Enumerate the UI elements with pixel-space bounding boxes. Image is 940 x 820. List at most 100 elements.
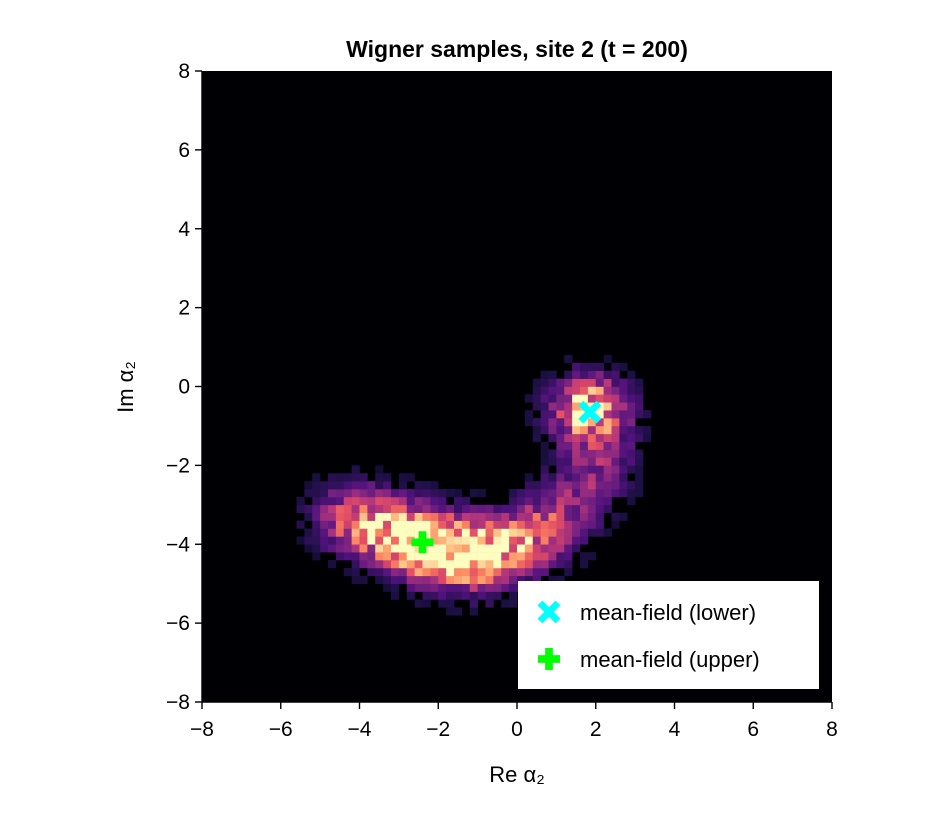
y-tick-label: 6 bbox=[178, 139, 190, 162]
heatmap-cell bbox=[469, 528, 478, 537]
heatmap-cell bbox=[461, 520, 471, 529]
heatmap-cell bbox=[414, 481, 423, 490]
heatmap-cell bbox=[304, 481, 313, 490]
heatmap-cell bbox=[398, 473, 408, 482]
heatmap-cell bbox=[454, 607, 463, 616]
heatmap-cell bbox=[595, 457, 604, 466]
heatmap-cell bbox=[438, 560, 447, 569]
heatmap-cell bbox=[556, 386, 565, 395]
heatmap-cell bbox=[367, 560, 376, 569]
heatmap-cell bbox=[351, 528, 360, 537]
heatmap-cell bbox=[532, 536, 541, 545]
heatmap-cell bbox=[454, 520, 463, 529]
heatmap-cell bbox=[422, 599, 431, 608]
heatmap-cell bbox=[454, 575, 463, 584]
heatmap-cell bbox=[509, 489, 518, 498]
heatmap-cell bbox=[438, 567, 447, 577]
heatmap-cell bbox=[375, 465, 384, 474]
heatmap-cell bbox=[493, 536, 502, 545]
heatmap-cell bbox=[398, 481, 408, 490]
heatmap-cell bbox=[603, 433, 612, 443]
heatmap-cell bbox=[398, 528, 408, 537]
heatmap-cell bbox=[540, 473, 549, 482]
heatmap-cell bbox=[312, 528, 321, 537]
heatmap-cell bbox=[524, 552, 534, 561]
heatmap-cell bbox=[556, 465, 565, 474]
heatmap-cell bbox=[446, 575, 455, 584]
heatmap-cell bbox=[501, 583, 510, 592]
heatmap-cell bbox=[477, 567, 486, 577]
heatmap-cell bbox=[595, 410, 604, 419]
heatmap-cell bbox=[619, 394, 628, 403]
heatmap-cell bbox=[335, 552, 345, 561]
heatmap-cell bbox=[564, 418, 573, 427]
heatmap-cell bbox=[509, 560, 518, 569]
heatmap-cell bbox=[556, 504, 565, 513]
heatmap-cell bbox=[422, 544, 431, 553]
heatmap-cell bbox=[438, 512, 447, 521]
heatmap-cell bbox=[485, 567, 494, 577]
heatmap-cell bbox=[595, 504, 604, 513]
heatmap-cell bbox=[587, 457, 597, 466]
axes: −8 −6 −4 −2 0 2 4 6 8 −8 −6 −4 −2 0 2 4 6 8 bbox=[166, 60, 838, 741]
heatmap-cell bbox=[493, 575, 502, 584]
heatmap-cell bbox=[398, 575, 408, 584]
heatmap-cell bbox=[603, 473, 612, 482]
heatmap-cell bbox=[556, 481, 565, 490]
heatmap-cell bbox=[438, 583, 447, 592]
heatmap-cell bbox=[587, 465, 597, 474]
heatmap-cell bbox=[532, 520, 541, 529]
heatmap-cell bbox=[587, 433, 597, 443]
heatmap-cell bbox=[454, 528, 463, 537]
heatmap-cell bbox=[351, 552, 360, 561]
heatmap-cell bbox=[406, 544, 415, 553]
heatmap-cell bbox=[595, 378, 604, 387]
heatmap-cell bbox=[414, 560, 423, 569]
heatmap-cell bbox=[383, 544, 392, 553]
heatmap-cell bbox=[351, 504, 360, 513]
heatmap-cell bbox=[595, 425, 604, 435]
heatmap-cell bbox=[564, 449, 573, 458]
heatmap-cell bbox=[367, 536, 376, 545]
heatmap-cell bbox=[335, 489, 345, 498]
heatmap-cell bbox=[312, 473, 321, 482]
heatmap-cell bbox=[461, 512, 471, 521]
heatmap-cell bbox=[627, 496, 636, 506]
heatmap-cell bbox=[359, 520, 368, 529]
heatmap-cell bbox=[446, 560, 455, 569]
heatmap-cell bbox=[446, 591, 455, 600]
heatmap-cell bbox=[524, 489, 534, 498]
heatmap-cell bbox=[406, 552, 415, 561]
heatmap-cell bbox=[564, 394, 573, 403]
heatmap-cell bbox=[406, 575, 415, 584]
heatmap-cell bbox=[296, 536, 305, 545]
heatmap-cell bbox=[328, 489, 337, 498]
heatmap-cell bbox=[564, 457, 573, 466]
heatmap-cell bbox=[461, 591, 471, 600]
heatmap-cell bbox=[367, 481, 376, 490]
heatmap-cell bbox=[595, 370, 604, 379]
heatmap-cell bbox=[335, 481, 345, 490]
heatmap-cell bbox=[611, 410, 620, 419]
heatmap-cell bbox=[603, 394, 612, 403]
heatmap-cell bbox=[595, 394, 604, 403]
heatmap-cell bbox=[564, 370, 573, 379]
heatmap-cell bbox=[524, 410, 534, 419]
heatmap-cell bbox=[414, 583, 423, 592]
heatmap-cell bbox=[524, 418, 534, 427]
heatmap-cell bbox=[406, 489, 415, 498]
heatmap-cell bbox=[564, 544, 573, 553]
heatmap-cell bbox=[438, 536, 447, 545]
heatmap-cell bbox=[556, 544, 565, 553]
heatmap-cell bbox=[477, 489, 486, 498]
heatmap-cell bbox=[580, 370, 589, 379]
heatmap-cell bbox=[524, 528, 534, 537]
heatmap-cell bbox=[556, 520, 565, 529]
heatmap-cell bbox=[446, 489, 455, 498]
heatmap-cell bbox=[375, 528, 384, 537]
heatmap-cell bbox=[643, 433, 652, 443]
heatmap-cell bbox=[572, 410, 581, 419]
heatmap-cell bbox=[619, 378, 628, 387]
heatmap-cell bbox=[320, 512, 329, 521]
heatmap-cell bbox=[328, 536, 337, 545]
